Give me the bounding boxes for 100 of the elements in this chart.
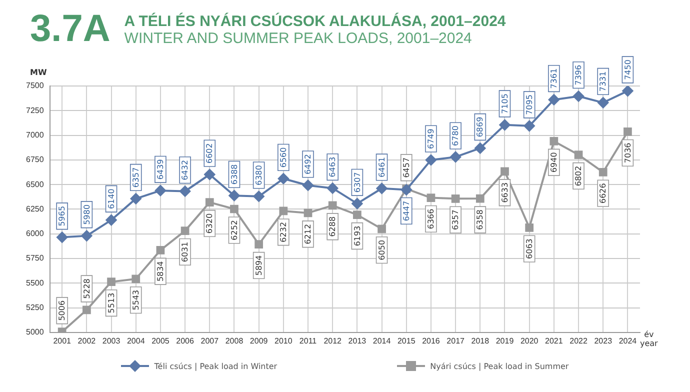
x-tick-label: 2020 (520, 336, 539, 346)
point (499, 119, 510, 130)
point (451, 194, 460, 203)
data-label: 6802 (574, 166, 584, 186)
point (574, 150, 583, 159)
data-label: 6432 (180, 160, 190, 180)
point (56, 232, 68, 243)
x-tick-label: 2004 (126, 336, 146, 346)
data-label: 5980 (82, 204, 92, 225)
point (132, 274, 140, 284)
data-label: 5513 (106, 292, 116, 314)
data-label: 6288 (328, 216, 338, 237)
chart-title: A TÉLI ÉS NYÁRI CSÚCSOK ALAKULÁSA, 2001–2024 (124, 12, 506, 30)
y-tick-label: 5750 (26, 254, 44, 263)
data-label: 6780 (451, 126, 460, 146)
data-label: 6232 (278, 222, 288, 242)
y-tick-label: 7250 (26, 106, 44, 115)
data-label: 7331 (598, 71, 608, 92)
data-label: 6357 (131, 167, 140, 188)
x-tick-label: 2024 (618, 336, 638, 346)
data-label: 7105 (500, 94, 510, 114)
point (525, 223, 534, 232)
data-label: 6626 (598, 183, 608, 204)
point (278, 173, 289, 184)
x-tick-label: 2001 (53, 336, 72, 346)
point (500, 167, 509, 176)
data-label: 6940 (550, 152, 559, 173)
data-label: 6307 (352, 172, 362, 193)
point (624, 128, 632, 136)
y-tick-label: 7000 (26, 130, 44, 140)
x-tick-label: 2007 (200, 336, 220, 346)
point (550, 137, 558, 146)
x-tick-label: 2011 (299, 336, 318, 346)
point (302, 180, 314, 191)
data-label: 6212 (304, 224, 313, 244)
point (378, 224, 386, 234)
data-label: 7036 (623, 142, 632, 164)
y-axis-title: MW (30, 68, 47, 77)
data-label: 7361 (550, 68, 559, 89)
data-label: 6050 (377, 240, 386, 260)
point (205, 198, 214, 206)
x-tick-label: 2010 (274, 336, 293, 346)
x-tick-label: 2014 (372, 336, 392, 346)
data-label: 6869 (476, 116, 485, 138)
y-tick-label: 5250 (26, 302, 44, 312)
data-label: 6357 (451, 210, 460, 230)
data-label: 7095 (524, 94, 534, 115)
data-label: 5894 (254, 255, 264, 276)
x-tick-label: 2019 (496, 336, 514, 346)
x-tick-label: 2005 (152, 336, 170, 346)
x-tick-label: 2022 (570, 336, 588, 346)
data-label: 6447 (402, 200, 411, 222)
data-label: 6366 (426, 208, 436, 230)
point (81, 230, 92, 242)
x-tick-label: 2021 (545, 336, 564, 346)
point (598, 168, 608, 176)
text: 3.7A (30, 8, 110, 51)
data-label: 6031 (180, 242, 190, 262)
point (622, 86, 634, 96)
data-label: 6388 (230, 164, 239, 185)
data-label: 6560 (278, 147, 288, 168)
y-tick-label: 6000 (26, 229, 44, 238)
x-tick-label: 2012 (324, 336, 342, 346)
point (254, 240, 264, 248)
x-tick-label: 2013 (348, 336, 367, 346)
data-label: 6463 (328, 156, 338, 178)
x-tick-label: 2018 (471, 336, 490, 346)
x-tick-label: 2023 (594, 336, 613, 346)
point (474, 142, 486, 154)
data-label: 6380 (254, 165, 264, 186)
legend-label: Nyári csúcs | Peak load in Summer (430, 362, 569, 370)
point (154, 185, 166, 196)
point (130, 193, 142, 204)
y-tick-label: 5500 (26, 278, 44, 288)
point (598, 97, 609, 108)
point (107, 278, 116, 286)
point (400, 184, 412, 196)
data-label: 6193 (352, 226, 362, 246)
data-label: 6749 (426, 128, 436, 150)
y-tick-label: 5000 (26, 328, 44, 337)
point (106, 214, 117, 226)
point (204, 169, 216, 180)
y-tick-label: 6500 (26, 180, 44, 189)
point (230, 204, 238, 214)
data-label: 6602 (205, 143, 214, 164)
y-tick-label: 7500 (26, 81, 44, 90)
point (524, 120, 535, 132)
data-label: 5834 (156, 261, 166, 282)
data-label: 7450 (623, 60, 632, 80)
data-label: 6252 (230, 220, 239, 240)
point (279, 206, 288, 216)
x-axis-title: év year (640, 330, 658, 348)
point (156, 246, 165, 254)
point (180, 226, 190, 235)
data-label: 5228 (82, 278, 92, 299)
point (253, 190, 264, 202)
data-label: 5006 (58, 300, 67, 321)
data-label: 6633 (500, 182, 510, 203)
data-label: 6140 (106, 188, 116, 210)
point (328, 201, 337, 210)
